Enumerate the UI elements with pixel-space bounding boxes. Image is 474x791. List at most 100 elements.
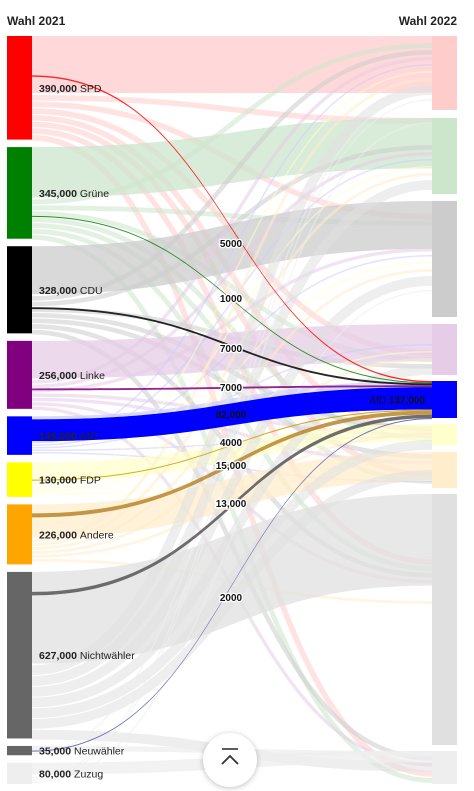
flow-nichtwaehler-to-cdu (31, 275, 433, 697)
source-node-spd (7, 36, 32, 140)
highlight-flow-nichtwaehler-to-afd (32, 414, 432, 596)
source-value: 345,000 (39, 188, 80, 200)
highlight-flow-andere-to-afd (32, 410, 432, 518)
source-name: FDP (80, 475, 101, 487)
highlight-flow-gruene-to-afd (32, 215, 432, 384)
target-node-weitere (432, 751, 457, 784)
source-label-spd: 390,000 SPD (39, 83, 102, 95)
source-value: 226,000 (39, 529, 80, 541)
flow-gruene-to-gruene (32, 118, 432, 198)
source-node-neuwaehler (7, 745, 32, 756)
source-node-afd (7, 416, 32, 455)
source-node-cdu (7, 246, 32, 334)
highlight-flow-afd-to-afd (32, 387, 432, 442)
target-node-gruene (432, 118, 457, 194)
source-name: AfD (80, 431, 98, 443)
source-label-neuwaehler: 35,000 Neuwähler (39, 746, 125, 758)
flow-zuzug-to-gruene (31, 122, 433, 781)
highlight-flow-fdp-to-afd (32, 409, 432, 481)
source-label-linke: 256,000 Linke (39, 370, 105, 382)
flow-value-label: 2000 (220, 593, 243, 604)
target-node-fdp (432, 424, 457, 445)
source-node-fdp (7, 462, 32, 497)
flow-fdp-to-spd (31, 71, 433, 485)
source-label-zuzug: 80,000 Zuzug (39, 768, 103, 780)
scroll-to-top-button[interactable] (203, 733, 257, 787)
highlighted-flows (32, 75, 432, 752)
flow-cdu-to-gruene (31, 144, 433, 307)
source-node-andere (7, 504, 32, 565)
source-value: 145,000 (39, 431, 80, 443)
source-name: CDU (80, 285, 103, 297)
flow-nichtwaehler-to-spd (31, 85, 433, 676)
target-label-afd: AfD 137,000 (369, 396, 425, 407)
right-title: Wahl 2022 (399, 14, 458, 28)
source-name: Neuwähler (74, 746, 125, 758)
source-value: 35,000 (39, 746, 74, 758)
source-label-nichtwaehler: 627,000 Nichtwähler (39, 650, 135, 662)
flow-value-label: 1000 (220, 294, 243, 305)
target-node-linke (432, 324, 457, 375)
target-name: AfD (369, 396, 388, 407)
flow-value-label: 4000 (220, 438, 243, 449)
source-label-afd: 145,000 AfD (39, 431, 98, 443)
target-node-andere (432, 452, 457, 488)
nodes (7, 36, 457, 784)
highlight-flow-cdu-to-afd (32, 307, 432, 386)
source-value: 80,000 (39, 768, 74, 780)
source-name: SPD (80, 83, 102, 95)
flow-linke-to-cdu (31, 248, 433, 393)
source-value: 627,000 (39, 650, 80, 662)
flow-fdp-to-gruene (31, 166, 433, 488)
source-value: 328,000 (39, 285, 80, 297)
source-name: Linke (80, 370, 105, 382)
flow-value-label: 82,000 (216, 410, 247, 421)
flow-linke-to-gruene (31, 152, 433, 388)
flow-value-label: 7000 (220, 383, 243, 394)
highlight-flow-neuwaehler-to-afd (32, 418, 432, 752)
highlight-flow-spd-to-afd (32, 75, 432, 383)
flow-gruene-to-spd (31, 43, 433, 205)
target-node-afd (432, 381, 457, 418)
source-node-nichtwaehler (7, 571, 32, 739)
flow-zuzug-to-cdu (31, 290, 433, 783)
source-label-gruene: 345,000 Grüne (39, 188, 109, 200)
source-label-fdp: 130,000 FDP (39, 475, 101, 487)
highlight-flow-linke-to-afd (32, 385, 432, 391)
source-node-gruene (7, 147, 32, 239)
source-name: Andere (80, 529, 114, 541)
flow-nichtwaehler-to-fdp (31, 439, 433, 719)
source-name: Grüne (80, 188, 109, 200)
flow-value-label: 13,000 (216, 499, 247, 510)
flow-andere-to-linke (31, 357, 433, 554)
flow-cdu-to-spd (31, 49, 433, 301)
target-node-cdu (432, 201, 457, 317)
flow-nichtwaehler-to-andere (31, 469, 433, 729)
source-name: Nichtwähler (80, 650, 135, 662)
target-node-nichtwaehler (432, 494, 457, 745)
flow-andere-to-gruene (31, 172, 433, 547)
flow-spd-to-fdp (31, 114, 433, 435)
flow-value-label: 7000 (220, 344, 243, 355)
source-label-cdu: 328,000 CDU (39, 285, 103, 297)
source-node-zuzug (7, 762, 32, 784)
source-value: 390,000 (39, 83, 80, 95)
flow-linke-to-spd (31, 56, 433, 384)
labels: 390,000 SPD 345,000 Grüne 328,000 CDU 256,0… (39, 83, 425, 781)
chevron-up-icon (221, 748, 239, 765)
target-value: 137,000 (389, 396, 426, 407)
left-title: Wahl 2021 (7, 14, 66, 28)
flow-afd-to-linke (31, 344, 433, 449)
source-value: 130,000 (39, 475, 80, 487)
flow-andere-to-spd (31, 78, 433, 543)
source-name: Zuzug (74, 768, 103, 780)
source-node-linke (7, 340, 32, 409)
source-value: 256,000 (39, 370, 80, 382)
flow-nichtwaehler-to-gruene (31, 179, 433, 686)
flow-value-label: 15,000 (216, 461, 247, 472)
flow-value-label: 5000 (220, 239, 243, 250)
flow-zuzug-to-spd (31, 99, 433, 778)
source-label-andere: 226,000 Andere (39, 529, 114, 541)
target-node-spd (432, 36, 457, 110)
